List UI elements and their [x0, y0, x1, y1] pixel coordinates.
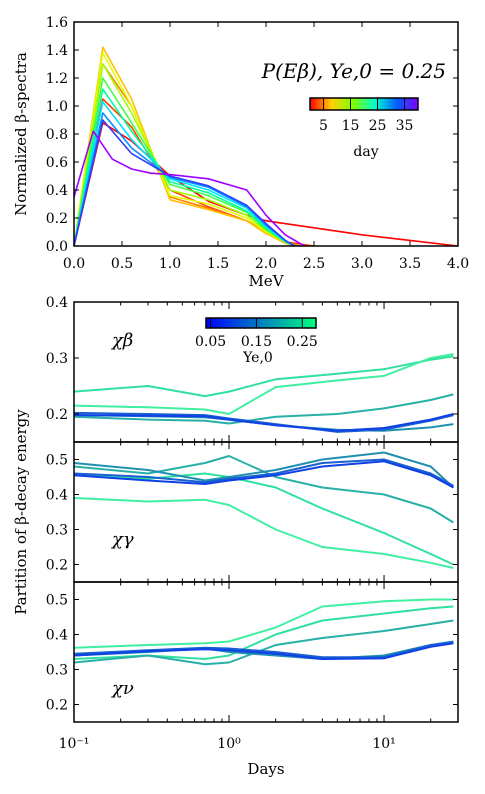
spectra-x-ticks: 0.0 0.5 1.0 1.5 2.0 2.5 3.0 3.5 4.0: [63, 22, 469, 272]
spectra-xtick-label: 2.5: [303, 256, 325, 272]
chi-nu-ytick-label: 0.4: [46, 628, 68, 644]
chi-nu-series-5: [73, 642, 454, 660]
spectra-ytick-label: 1.2: [46, 71, 68, 87]
spectrum-series-2: [73, 63, 300, 247]
chi-nu-ytick-label: 0.2: [46, 698, 68, 714]
ye-colorbar-tick-label: 0.25: [287, 334, 318, 350]
spectra-ytick-label: 1.0: [46, 99, 68, 115]
spectrum-series-11: [73, 130, 305, 247]
chi-gamma-ytick-label: 0.3: [46, 523, 68, 539]
chi-nu-frame: [73, 581, 459, 723]
chi-beta-ytick-label: 0.3: [46, 351, 68, 367]
chi-beta-y-ticks: 0.2 0.3 0.4: [46, 295, 458, 423]
days-xtick-label: 10¹: [372, 736, 395, 752]
spectra-frame: [73, 21, 459, 247]
days-xlabel: Days: [247, 760, 284, 778]
spectra-xlabel: MeV: [248, 272, 284, 290]
chi-beta-series-5: [73, 413, 454, 432]
chi-beta-lines: [73, 353, 454, 433]
day-colorbar-tick-label: 35: [396, 118, 414, 134]
spectra-xtick-label: 4.0: [447, 256, 469, 272]
spectra-xtick-label: 0.5: [111, 256, 133, 272]
spectrum-series-7: [73, 88, 296, 247]
chi-beta-series-4: [73, 411, 454, 433]
chi-gamma-label: χγ: [110, 529, 134, 550]
spectra-ylabel: Normalized β-spectra: [12, 52, 30, 216]
chi-nu-ytick-label: 0.5: [46, 593, 68, 609]
chi-beta-ytick-label: 0.4: [46, 295, 68, 311]
day-colorbar: [309, 97, 419, 111]
spectra-xtick-label: 3.5: [399, 256, 421, 272]
chi-beta-series-2: [73, 393, 454, 425]
chi-nu-series-1: [73, 605, 454, 660]
chi-gamma-frame: [73, 441, 459, 583]
spectra-xtick-label: 1.5: [207, 256, 229, 272]
ye-colorbar-ticks: 0.05 0.15 0.25: [195, 318, 318, 350]
spectra-xtick-label: 2.0: [255, 256, 277, 272]
day-colorbar-ticks: 5 15 25 35: [319, 98, 413, 134]
chi-gamma-series-0: [73, 497, 454, 569]
spectra-ytick-label: 1.6: [46, 15, 68, 31]
spectra-ytick-label: 0.6: [46, 155, 68, 171]
chi-gamma-y-ticks: 0.2 0.3 0.4 0.5: [46, 453, 458, 574]
chi-gamma-series-4: [73, 458, 454, 487]
spectra-ytick-label: 0.4: [46, 183, 68, 199]
chi-gamma-lines: [73, 451, 455, 569]
chi-gamma-series-3: [73, 451, 455, 489]
log-x-ticks: 10⁻¹ 10⁰ 10¹: [59, 302, 459, 752]
spectra-ytick-label: 0.0: [46, 239, 68, 255]
chi-nu-label: χν: [110, 678, 134, 699]
chi-beta-series-0: [73, 355, 454, 398]
chi-nu-lines: [73, 598, 454, 666]
chi-gamma-series-2: [73, 455, 454, 524]
ye-colorbar: [205, 317, 317, 329]
spectra-ytick-label: 0.8: [46, 127, 68, 143]
chi-nu-series-0: [73, 598, 454, 649]
days-xtick-label: 10⁻¹: [59, 736, 90, 752]
chi-nu-series-2: [73, 619, 454, 666]
chi-gamma-ytick-label: 0.5: [46, 453, 68, 469]
partition-panels: 0.2 0.3 0.4 0.2 0.3 0.4 0.5 0.2 0.3 0.4 0.5 10⁻¹…: [12, 295, 459, 778]
chi-beta-series-1: [73, 353, 454, 415]
chi-nu-y-ticks: 0.2 0.3 0.4 0.5: [46, 593, 458, 714]
spectra-ytick-label: 0.2: [46, 211, 68, 227]
day-colorbar-tick-label: 15: [342, 118, 360, 134]
spectra-y-ticks: 0.0 0.2 0.4 0.6 0.8 1.0 1.2 1.4 1.6: [46, 15, 458, 255]
days-xtick-label: 10⁰: [217, 736, 241, 752]
spectrum-series-3: [73, 46, 296, 247]
chi-gamma-ytick-label: 0.4: [46, 488, 68, 504]
spectra-annotation: P(Eβ), Ye,0 = 0.25: [261, 59, 446, 83]
ye-colorbar-tick-label: 0.15: [241, 334, 272, 350]
ye-colorbar-tick-label: 0.05: [195, 334, 226, 350]
ye-colorbar-label: Ye,0: [242, 350, 273, 366]
spectra-ytick-label: 1.4: [46, 43, 68, 59]
chi-gamma-series-1: [73, 472, 454, 566]
day-colorbar-tick-label: 25: [369, 118, 387, 134]
chi-gamma-series-5: [73, 460, 454, 489]
spectra-xtick-label: 3.0: [351, 256, 373, 272]
chi-nu-series-4: [73, 641, 454, 659]
chi-nu-ytick-label: 0.3: [46, 663, 68, 679]
spectra-xtick-label: 0.0: [63, 256, 85, 272]
day-colorbar-tick-label: 5: [319, 118, 328, 134]
chi-beta-label: χβ: [110, 330, 133, 351]
partition-ylabel: Partition of β-decay energy: [12, 409, 30, 615]
chi-gamma-ytick-label: 0.2: [46, 558, 68, 574]
spectrum-series-10: [73, 119, 296, 247]
chi-beta-ytick-label: 0.2: [46, 407, 68, 423]
spectra-panel: 0.0 0.5 1.0 1.5 2.0 2.5 3.0 3.5 4.0 0.0 0.2 0.4 0.6…: [12, 15, 469, 290]
day-colorbar-label: day: [353, 144, 378, 160]
spectra-lines: [73, 46, 459, 247]
spectra-xtick-label: 1.0: [159, 256, 181, 272]
